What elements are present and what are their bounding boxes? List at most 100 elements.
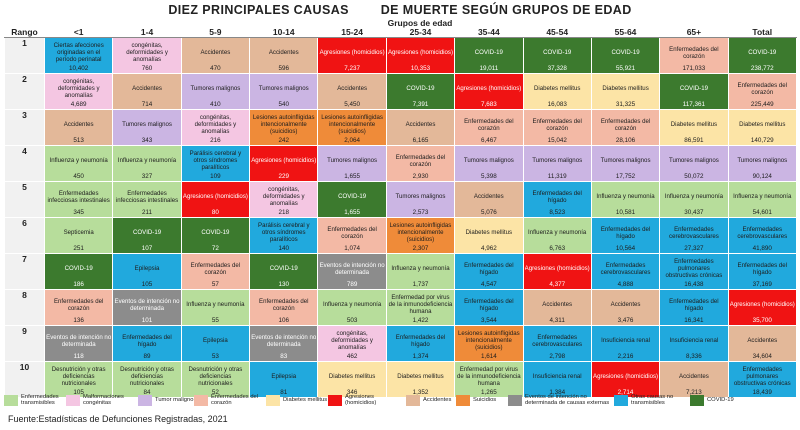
death-count: 7,213 bbox=[686, 389, 702, 396]
cause-name: Accidentes bbox=[747, 337, 778, 344]
cause-cell: Enfermedades del corazón 171,033 bbox=[659, 37, 729, 74]
death-count: 50,072 bbox=[684, 173, 704, 180]
cause-cell: COVID-19 1,655 bbox=[317, 181, 387, 218]
cause-cell: Agresiones (homicidios) 4,377 bbox=[522, 253, 592, 290]
death-count: 107 bbox=[141, 245, 153, 252]
cause-cell: Accidentes 714 bbox=[112, 73, 182, 110]
cause-cell: Agresiones (homicidios) 7,683 bbox=[454, 73, 524, 110]
cause-name: Diabetes mellitus bbox=[739, 121, 786, 128]
death-count: 118 bbox=[73, 353, 84, 360]
cause-name: Septicemia bbox=[63, 229, 94, 236]
cause-cell: COVID-19 238,772 bbox=[727, 37, 797, 74]
cause-name: Influenza y neumonía bbox=[596, 193, 655, 200]
cause-cell: Enfermedades del hígado 4,547 bbox=[454, 253, 524, 290]
cause-name: COVID-19 bbox=[611, 49, 640, 56]
cause-name: Malformaciones congénitas, deformidades … bbox=[331, 330, 373, 351]
cause-name: Enfermedades del corazón bbox=[190, 261, 241, 276]
cause-name: Enfermedades del corazón bbox=[327, 225, 377, 240]
death-count: 37,328 bbox=[547, 65, 567, 72]
death-count: 3,544 bbox=[480, 317, 497, 324]
cause-name: COVID-19 bbox=[748, 49, 777, 56]
cause-cell: Tumores malignos 1,655 bbox=[317, 145, 387, 182]
death-count: 136 bbox=[73, 317, 84, 324]
rank-cell: 10 bbox=[4, 361, 45, 398]
death-count: 462 bbox=[346, 353, 358, 360]
cause-name: Insuficiencia renal bbox=[601, 337, 650, 344]
cause-cell: Enfermedades del hígado 89 bbox=[112, 325, 182, 362]
death-count: 4,547 bbox=[480, 281, 497, 288]
death-count: 16,438 bbox=[684, 281, 704, 288]
legend-item: Tumor maligno bbox=[138, 394, 194, 406]
cause-cell: Eventos de intención no determinada 83 bbox=[249, 325, 319, 362]
cause-name: Epilepsia bbox=[134, 265, 160, 272]
death-count: 10,353 bbox=[410, 65, 431, 72]
cause-cell: COVID-19 107 bbox=[112, 217, 182, 254]
cause-cell: Ciertas afecciones originadas en el perí… bbox=[43, 37, 114, 74]
death-count: 105 bbox=[141, 281, 153, 288]
cause-cell: Influenza y neumonía 327 bbox=[112, 145, 182, 182]
column-header: 1-4 bbox=[112, 27, 182, 38]
death-count: 242 bbox=[278, 137, 290, 144]
death-count: 4,377 bbox=[549, 281, 566, 288]
death-count: 34,604 bbox=[752, 353, 772, 360]
cause-cell: Diabetes mellitus 4,962 bbox=[454, 217, 524, 254]
death-count: 5,398 bbox=[480, 173, 497, 180]
cause-name: Enfermedades infecciosas intestinales bbox=[115, 189, 179, 204]
cause-cell: Malformaciones congénitas, deformidades … bbox=[180, 109, 251, 146]
death-count: 17,752 bbox=[615, 173, 636, 180]
death-count: 5,076 bbox=[480, 209, 497, 216]
death-count: 1,074 bbox=[344, 245, 360, 252]
cause-name: COVID-19 bbox=[406, 85, 435, 92]
title-part-2: DE MUERTE SEGÚN GRUPOS DE EDAD bbox=[380, 3, 632, 17]
cause-cell: Desnutrición y otras deficiencias nutric… bbox=[43, 361, 114, 398]
cause-cell: Enfermedades infecciosas intestinales 345 bbox=[43, 181, 114, 218]
cause-name: Influenza y neumonía bbox=[391, 265, 450, 272]
death-count: 7,683 bbox=[480, 101, 497, 108]
table-row: 3 Accidentes 513 Tumores malignos 343 Malform… bbox=[4, 109, 797, 146]
cause-name: Agresiones (homicidios) bbox=[456, 85, 522, 92]
cause-name: Enfermedades del corazón bbox=[53, 297, 104, 312]
cause-cell: Diabetes mellitus 346 bbox=[317, 361, 387, 398]
cause-name: Accidentes bbox=[542, 301, 573, 308]
cause-name: Insuficiencia renal bbox=[669, 337, 719, 344]
cause-name: Enfermedades del corazón bbox=[669, 45, 719, 60]
table-row: 1 Ciertas afecciones originadas en el per… bbox=[4, 37, 797, 74]
death-count: 1,655 bbox=[344, 173, 360, 180]
cause-name: Eventos de intención no determinada bbox=[319, 261, 385, 276]
cause-name: Malformaciones congénitas, deformidades … bbox=[194, 114, 237, 135]
death-count: 16,083 bbox=[547, 101, 567, 108]
cause-cell: Tumores malignos 11,319 bbox=[522, 145, 592, 182]
death-count: 81 bbox=[280, 389, 288, 396]
death-count: 1,374 bbox=[412, 353, 429, 360]
cause-cell: Insuficiencia renal 2,216 bbox=[590, 325, 661, 362]
death-count: 1,352 bbox=[412, 389, 429, 396]
cause-cell: Malformaciones congénitas, deformidades … bbox=[43, 73, 114, 110]
death-count: 28,106 bbox=[615, 137, 636, 144]
cause-cell: COVID-19 117,361 bbox=[659, 73, 729, 110]
death-count: 1,737 bbox=[412, 281, 429, 288]
column-header: 55-64 bbox=[591, 27, 660, 38]
cause-cell: Tumores malignos 343 bbox=[112, 109, 182, 146]
cause-name: Enfermedades cerebrovasculares bbox=[600, 261, 651, 276]
legend-item: Accidentes bbox=[406, 394, 456, 406]
cause-name: Influenza y neumonía bbox=[117, 157, 177, 164]
legend-swatch bbox=[614, 394, 628, 406]
cause-name: Tumores malignos bbox=[327, 157, 378, 164]
death-count: 171,033 bbox=[682, 65, 706, 72]
title-part-1: DIEZ PRINCIPALES CAUSAS bbox=[168, 3, 349, 17]
cause-cell: Epilepsia 81 bbox=[249, 361, 319, 398]
cause-cell: Lesiones autoinfligidas intencionalmente… bbox=[454, 325, 524, 362]
cause-cell: Enfermedades del corazón 28,106 bbox=[590, 109, 661, 146]
table-row: 10 Desnutrición y otras deficiencias nutr… bbox=[4, 361, 797, 398]
cause-name: Accidentes bbox=[200, 49, 231, 56]
death-count: 52 bbox=[211, 389, 219, 396]
rank-cell: 3 bbox=[4, 109, 45, 146]
cause-name: Enfermedades del hígado bbox=[464, 261, 514, 276]
table-row: 9 Eventos de intención no determinada 118 E… bbox=[4, 325, 797, 362]
legend-swatch bbox=[138, 394, 152, 406]
cause-cell: COVID-19 72 bbox=[180, 217, 251, 254]
table-row: 4 Influenza y neumonía 450 Influenza y neum… bbox=[4, 145, 797, 182]
death-count: 1,614 bbox=[480, 353, 497, 360]
cause-cell: Septicemia 251 bbox=[43, 217, 114, 254]
legend-item: Diabetes mellitus bbox=[266, 394, 328, 406]
